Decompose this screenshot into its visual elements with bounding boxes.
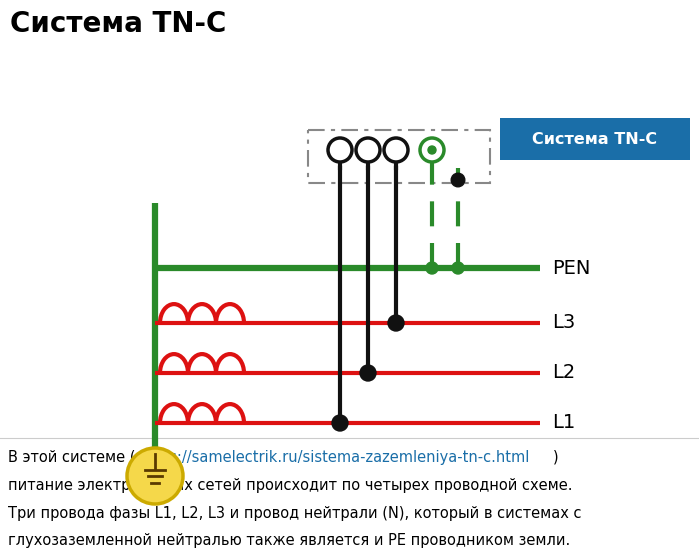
Bar	[308, 130, 490, 183]
Text: PEN: PEN	[552, 258, 591, 277]
Circle shape	[452, 262, 464, 274]
Text: питание электрических сетей происходит по четырех проводной схеме.: питание электрических сетей происходит п…	[8, 478, 572, 493]
Text: L1: L1	[552, 413, 575, 432]
Text: Система TN-C: Система TN-C	[10, 10, 226, 38]
Circle shape	[420, 138, 444, 162]
FancyBboxPatch shape	[500, 118, 690, 160]
Text: Система TN-C: Система TN-C	[533, 132, 658, 147]
Circle shape	[451, 173, 465, 187]
Circle shape	[127, 448, 183, 504]
Circle shape	[426, 262, 438, 274]
Text: ): )	[553, 450, 559, 465]
Text: глухозаземленной нейтралью также является и РЕ проводником земли.: глухозаземленной нейтралью также являетс…	[8, 533, 570, 548]
Circle shape	[356, 138, 380, 162]
Circle shape	[332, 415, 348, 431]
Circle shape	[388, 315, 404, 331]
Text: L3: L3	[552, 314, 575, 333]
Circle shape	[328, 138, 352, 162]
Circle shape	[384, 138, 408, 162]
Text: L2: L2	[552, 363, 575, 382]
Text: Три провода фазы L1, L2, L3 и провод нейтрали (N), который в системах с: Три провода фазы L1, L2, L3 и провод ней…	[8, 506, 582, 521]
Text: https://samelectrik.ru/sistema-zazemleniya-tn-c.html: https://samelectrik.ru/sistema-zazemleni…	[140, 450, 531, 465]
Circle shape	[428, 146, 436, 154]
Circle shape	[360, 365, 376, 381]
Text: В этой системе (: В этой системе (	[8, 450, 140, 465]
